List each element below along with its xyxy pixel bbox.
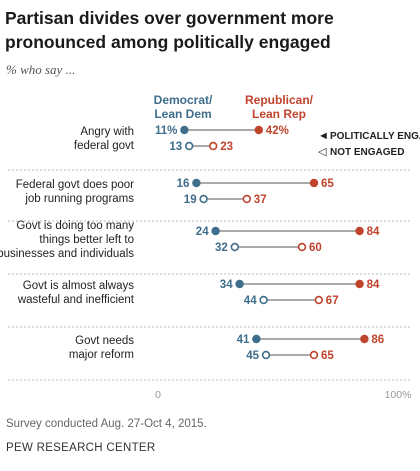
dem-series-label: Lean Dem xyxy=(154,107,211,121)
rep-not-engaged-label: 60 xyxy=(309,242,322,254)
rep-not-engaged-label: 23 xyxy=(220,141,233,153)
dem-series-label: Democrat/ xyxy=(154,93,213,107)
dem-engaged-dot xyxy=(211,226,220,236)
dem-engaged-label: 16 xyxy=(177,178,190,190)
category-label: federal govt xyxy=(74,140,135,152)
legend-engaged-marker: ◄ xyxy=(318,130,329,142)
category-label: Federal govt does poor xyxy=(16,179,134,191)
rep-not-engaged-dot xyxy=(314,295,323,305)
category-label: Angry with xyxy=(80,126,134,138)
rep-series-label: Lean Rep xyxy=(252,107,306,121)
rep-engaged-dot xyxy=(355,279,364,289)
rep-engaged-dot xyxy=(360,334,369,344)
chart-title: Partisan divides over government more pr… xyxy=(5,8,334,52)
category-label: job running programs xyxy=(24,193,134,205)
dem-not-engaged-dot xyxy=(185,141,194,151)
dem-engaged-label: 11% xyxy=(155,125,177,137)
category-label: things better left to xyxy=(39,234,134,246)
dem-engaged-label: 24 xyxy=(196,226,209,238)
rep-engaged-dot xyxy=(254,125,263,135)
category-label: businesses and individuals xyxy=(0,248,134,260)
category-label: Govt is almost always xyxy=(23,280,134,292)
rep-not-engaged-dot xyxy=(242,194,252,204)
dem-engaged-dot xyxy=(180,125,189,135)
dem-engaged-dot xyxy=(235,279,244,289)
chart-subtitle: % who say ... xyxy=(6,62,76,77)
rep-not-engaged-label: 67 xyxy=(326,295,339,307)
dem-not-engaged-dot xyxy=(230,242,240,252)
rep-not-engaged-dot xyxy=(309,350,319,360)
rep-engaged-dot xyxy=(309,178,319,188)
legend-not-engaged-label: NOT ENGAGED xyxy=(330,147,404,158)
category-label: Govt needs xyxy=(75,335,134,347)
rep-engaged-label: 65 xyxy=(321,178,334,190)
rep-engaged-label: 86 xyxy=(371,334,384,346)
category-label: wasteful and inefficient xyxy=(17,294,135,306)
source-label: PEW RESEARCH CENTER xyxy=(6,442,156,454)
survey-note: Survey conducted Aug. 27-Oct 4, 2015. xyxy=(6,418,207,430)
rep-engaged-label: 42% xyxy=(266,125,289,137)
rep-engaged-label: 84 xyxy=(367,226,380,238)
dem-not-engaged-label: 32 xyxy=(215,242,228,254)
dem-not-engaged-label: 45 xyxy=(246,350,259,362)
dem-not-engaged-dot xyxy=(199,194,208,204)
dem-not-engaged-dot xyxy=(261,350,271,360)
rep-engaged-label: 84 xyxy=(367,279,380,291)
dem-not-engaged-label: 44 xyxy=(244,295,257,307)
dem-engaged-label: 34 xyxy=(220,279,233,291)
dem-not-engaged-label: 13 xyxy=(169,141,182,153)
dem-not-engaged-dot xyxy=(259,295,268,305)
x-tick-label: 0 xyxy=(155,389,161,401)
dem-engaged-label: 41 xyxy=(237,334,250,346)
category-label: Govt is doing too many xyxy=(16,220,134,232)
rep-series-label: Republican/ xyxy=(245,93,314,107)
x-tick-label: 100% xyxy=(385,389,412,401)
dem-engaged-dot xyxy=(192,178,201,188)
legend-not-engaged-marker: ◁ xyxy=(318,146,327,158)
legend-engaged-label: POLITICALLY ENGAGED xyxy=(330,131,420,142)
dem-not-engaged-label: 19 xyxy=(184,194,197,206)
rep-not-engaged-label: 37 xyxy=(254,194,267,206)
category-label: major reform xyxy=(69,349,134,361)
rep-not-engaged-dot xyxy=(297,242,307,252)
dem-engaged-dot xyxy=(252,334,261,344)
rep-not-engaged-dot xyxy=(209,141,218,151)
rep-not-engaged-label: 65 xyxy=(321,350,334,362)
rep-engaged-dot xyxy=(355,226,364,236)
